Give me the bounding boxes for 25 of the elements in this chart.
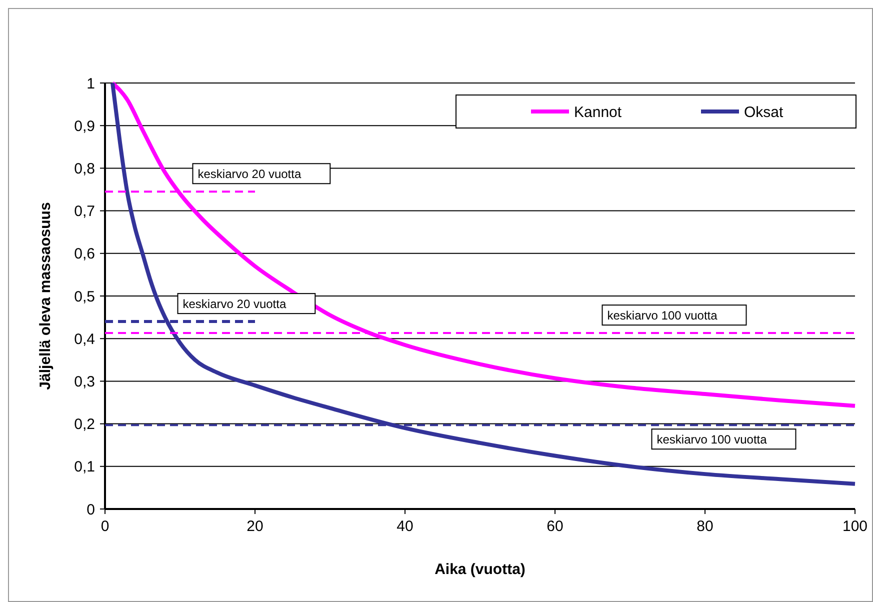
legend-label: Oksat (744, 104, 784, 121)
y-tick-label: 0,3 (74, 373, 95, 390)
y-tick-label: 0,1 (74, 458, 95, 476)
x-tick-label: 60 (546, 518, 564, 535)
y-tick-label: 0 (86, 501, 95, 518)
y-tick-label: 0,4 (74, 330, 95, 348)
y-axis-title: Jäljellä oleva massaosuus (37, 202, 54, 390)
y-tick-label: 0,2 (74, 416, 95, 434)
x-tick-label: 100 (842, 518, 868, 535)
annotation: keskiarvo 100 vuotta (656, 432, 768, 446)
y-tick-label: 0,5 (74, 288, 95, 306)
y-tick-label: 0,6 (74, 246, 95, 263)
legend-label: Kannot (574, 104, 622, 121)
y-tick-label: 1 (86, 75, 95, 92)
y-tick-label: 0,9 (74, 118, 95, 135)
x-tick-label: 20 (246, 518, 264, 535)
annotation: keskiarvo 20 vuotta (182, 296, 286, 311)
annotation: keskiarvo 100 vuotta (607, 308, 718, 322)
x-tick-label: 0 (100, 518, 110, 535)
y-tick-label: 0,7 (74, 203, 95, 220)
y-tick-label: 0,8 (74, 160, 95, 178)
x-tick-label: 80 (696, 518, 714, 535)
x-tick-label: 40 (396, 518, 414, 535)
annotation: keskiarvo 20 vuotta (198, 166, 302, 181)
x-axis-title: Aika (vuotta) (434, 561, 526, 578)
